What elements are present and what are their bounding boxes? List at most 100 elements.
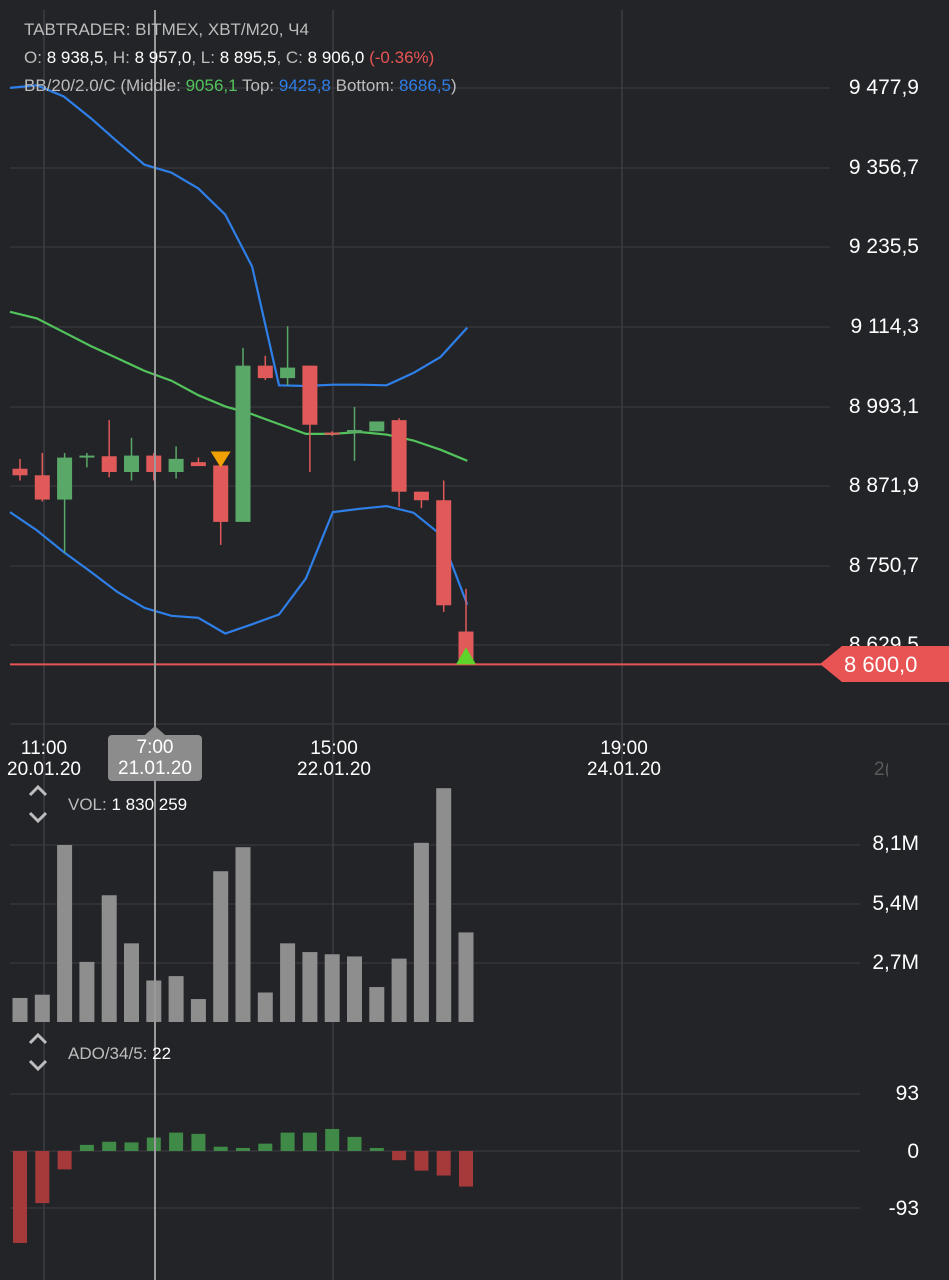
volume-bar: [213, 871, 229, 1022]
price-axis-label: 8 750,7: [848, 554, 919, 577]
ado-bar-positive: [169, 1132, 184, 1151]
volume-bar: [413, 842, 429, 1022]
candle-up: [280, 367, 296, 379]
volume-bar: [324, 954, 340, 1022]
ado-bar-positive: [79, 1144, 94, 1151]
current-price-tag: 8 600,0: [820, 646, 949, 682]
volume-label: VOL: 1 830 259: [68, 795, 188, 814]
candle-down: [257, 365, 273, 379]
volume-axis-label: 2,7M: [872, 951, 919, 974]
volume-bar: [12, 997, 28, 1022]
ado-axis-label: 0: [907, 1140, 919, 1163]
ado-bar-negative: [392, 1151, 407, 1161]
volume-bar: [79, 961, 95, 1022]
candle-up: [79, 455, 95, 458]
ado-bars: [13, 1128, 473, 1243]
price-axis-label: 9 356,7: [848, 156, 919, 179]
volume-bars: [12, 788, 474, 1022]
candle-down: [34, 475, 50, 500]
candle-up: [168, 458, 184, 473]
volume-axis-label: 5,4M: [872, 892, 919, 915]
ado-axis-label: -93: [888, 1197, 919, 1220]
ado-label: ADO/34/5: 22: [68, 1044, 172, 1063]
expand-collapse-icon[interactable]: [26, 783, 50, 827]
price-axis-label: 8 629,5: [848, 633, 919, 648]
candle-down: [213, 465, 229, 522]
candle-down: [146, 455, 162, 473]
candle-down: [391, 420, 407, 492]
volume-bar: [369, 987, 385, 1022]
ado-bar-negative: [436, 1151, 451, 1176]
price-axis-label: 9 235,5: [848, 235, 919, 258]
volume-bar: [57, 845, 73, 1022]
ado-bar-negative: [414, 1151, 429, 1171]
ado-bar-positive: [258, 1143, 273, 1151]
ado-bar-positive: [236, 1147, 250, 1151]
ado-bar-negative: [35, 1151, 50, 1204]
volume-bar: [34, 994, 50, 1022]
time-axis-label: 19:00 24.01.20: [587, 738, 661, 780]
bb-readout: BB/20/2.0/C (Middle: 9056,1 Top: 9425,8 …: [24, 76, 457, 95]
bb-bottom-line: [9, 504, 469, 635]
candle-down: [458, 631, 474, 661]
volume-bar: [257, 992, 273, 1022]
volume-bar: [101, 895, 117, 1022]
volume-bar: [124, 943, 139, 1022]
bb-top-line: [9, 84, 469, 388]
ado-bar-positive: [369, 1147, 384, 1151]
candle-down: [190, 462, 206, 467]
volume-bar: [458, 932, 474, 1022]
candle-down: [413, 491, 429, 501]
ado-bar-positive: [302, 1132, 317, 1151]
volume-bar: [190, 999, 206, 1022]
crosshair-cursor[interactable]: [145, 10, 165, 1280]
candle-down: [324, 432, 340, 435]
buy-marker-icon: [456, 647, 476, 665]
expand-collapse-icon[interactable]: [26, 1031, 50, 1075]
time-axis-label: 15:00 22.01.20: [297, 738, 371, 780]
volume-bar: [280, 943, 296, 1022]
grid-lines: [10, 10, 949, 1280]
candle-up: [57, 457, 73, 500]
time-axis-label: 11:00 20.01.20: [7, 738, 81, 780]
ado-bar-positive: [146, 1137, 161, 1151]
ado-bar-negative: [459, 1151, 473, 1187]
candle-up: [235, 365, 251, 522]
signal-markers: [210, 451, 476, 665]
price-axis-label: 9 477,9: [848, 76, 919, 99]
candle-up: [124, 455, 139, 473]
volume-bar: [168, 976, 184, 1022]
ado-bar-positive: [213, 1146, 228, 1151]
sell-marker-icon: [210, 451, 231, 468]
candle-down: [101, 456, 117, 473]
ado-bar-positive: [325, 1128, 340, 1151]
change-percent: (-0.36%): [369, 48, 435, 67]
price-axis-label: 8 871,9: [848, 474, 919, 497]
crosshair-pointer-icon: [145, 726, 165, 735]
price-axis-label: 9 114,3: [850, 315, 919, 338]
volume-bar: [235, 847, 251, 1022]
ohlc-readout: O: 8 938,5, H: 8 957,0, L: 8 895,5, C: 8…: [24, 48, 435, 67]
time-axis-clipped-label: 2(: [874, 759, 888, 780]
volume-bar: [347, 956, 362, 1022]
volume-bar: [436, 788, 452, 1022]
candlestick-series: [12, 326, 474, 665]
chart-title: TABTRADER: BITMEX, XBT/M20, Ч4: [24, 20, 309, 39]
volume-axis-label: 8,1M: [872, 832, 919, 855]
time-axis-selected-label: 7:00 21.01.20: [108, 735, 202, 781]
ado-bar-positive: [102, 1141, 117, 1151]
ado-bar-negative: [57, 1151, 72, 1170]
candle-down: [302, 365, 318, 425]
candle-up: [347, 429, 362, 433]
ado-axis-label: 93: [895, 1082, 919, 1105]
candle-down: [12, 468, 28, 476]
ado-bar-positive: [347, 1136, 362, 1151]
ado-bar-negative: [13, 1151, 27, 1243]
volume-bar: [391, 958, 407, 1022]
candle-down: [436, 500, 452, 606]
volume-bar: [302, 952, 318, 1022]
volume-bar: [146, 980, 162, 1022]
ado-bar-positive: [124, 1142, 139, 1151]
candle-up: [369, 421, 385, 432]
